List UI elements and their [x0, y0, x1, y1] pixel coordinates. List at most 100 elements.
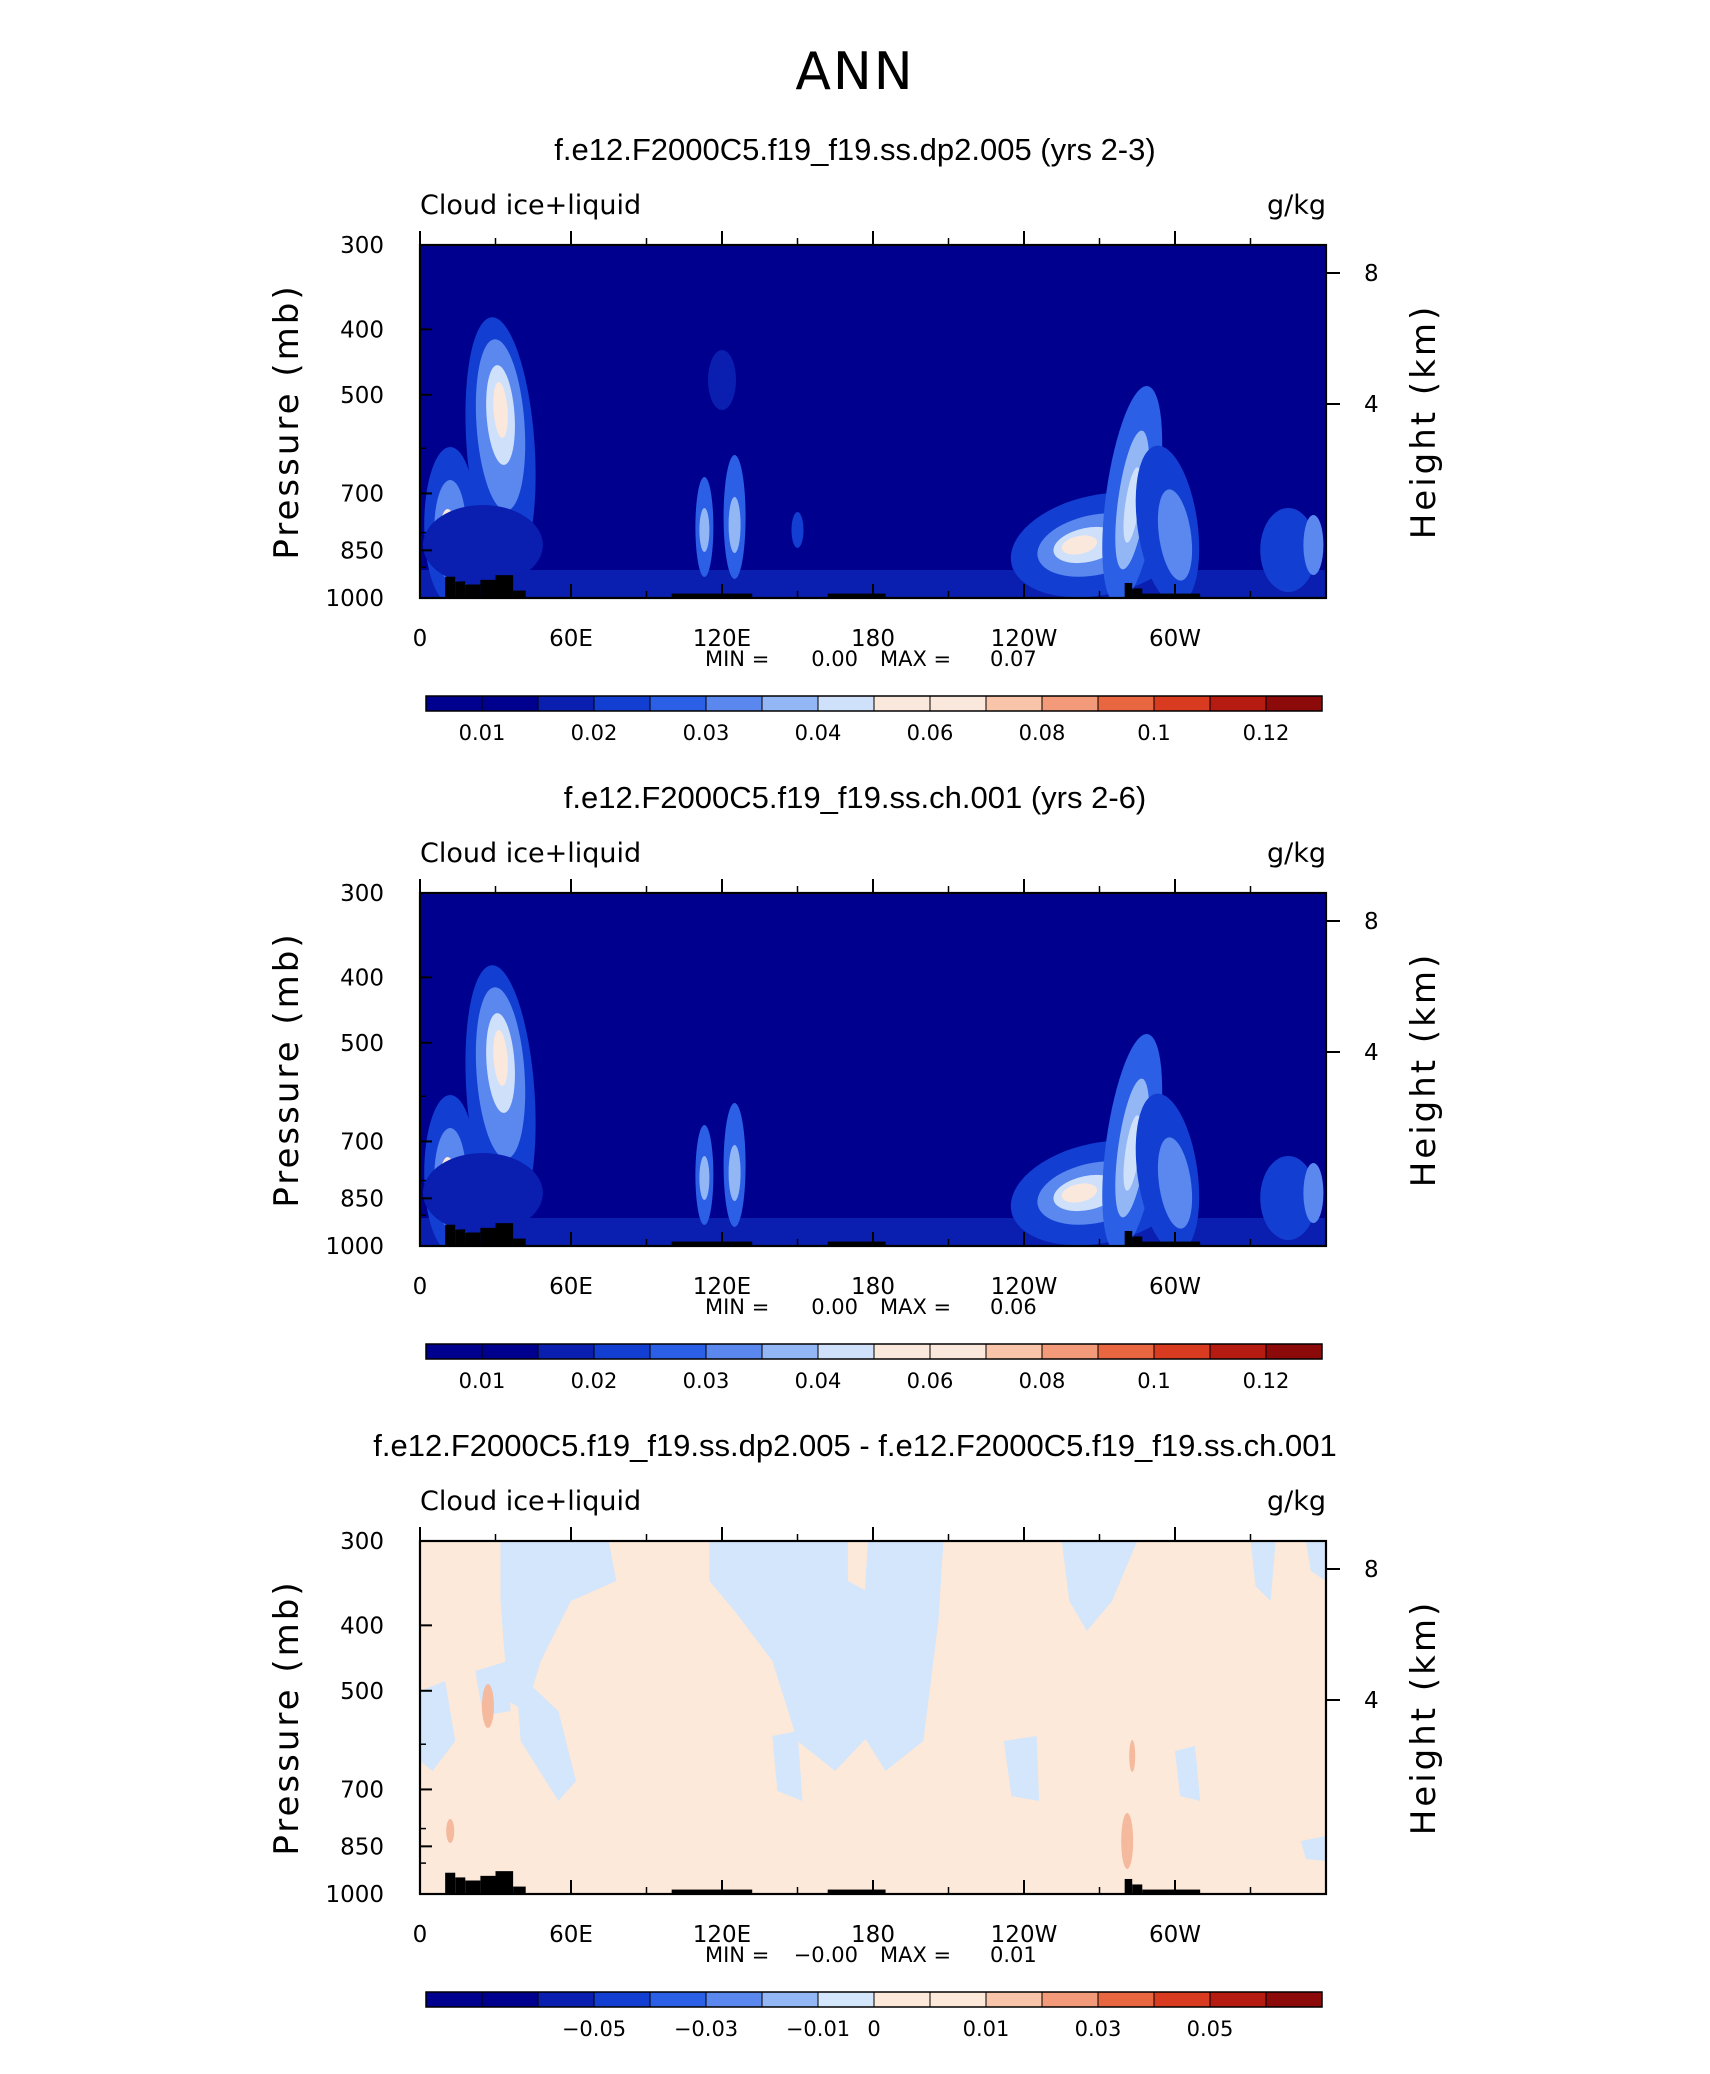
- y-tick-label: 400: [340, 1613, 384, 1639]
- colorbar-box: [985, 695, 1043, 712]
- colorbar-box: [817, 1343, 875, 1360]
- topography-block: [445, 1224, 456, 1246]
- y-tick-label: 700: [340, 1777, 384, 1803]
- colorbar-box: [1209, 695, 1267, 712]
- contour-blob: [728, 497, 741, 553]
- x-tick-label: 60W: [1149, 1922, 1201, 1948]
- max-value: 0.07: [990, 647, 1037, 671]
- y-tick-label: 700: [340, 481, 384, 507]
- colorbar-box: [425, 1991, 483, 2008]
- x-tick-label: 120W: [991, 1274, 1058, 1300]
- colorbar-label: 0.08: [1019, 721, 1066, 745]
- contour-blob: [791, 512, 804, 548]
- colorbar-box: [537, 695, 595, 712]
- colorbar-box: [649, 1343, 707, 1360]
- topography-block: [495, 1223, 514, 1246]
- topography-block: [1142, 593, 1201, 598]
- figure-title: ANN: [795, 42, 915, 102]
- contour-field: [420, 1541, 1326, 1894]
- colorbar-label: 0.01: [963, 2017, 1010, 2041]
- y2-axis-title: Height (km): [1404, 1600, 1444, 1836]
- x-tick-label: 60W: [1149, 626, 1201, 652]
- y2-tick-label: 8: [1364, 909, 1379, 935]
- contour-region: [772, 1731, 803, 1801]
- colorbar-box: [761, 1343, 819, 1360]
- x-tick-label: 120W: [991, 1922, 1058, 1948]
- contour-region: [420, 1681, 456, 1771]
- contour-blob: [1303, 515, 1324, 575]
- contour-blob: [1061, 535, 1098, 555]
- contour-blob: [728, 1145, 741, 1201]
- topography-block: [671, 1889, 753, 1894]
- topography-block: [671, 1241, 753, 1246]
- contour-blob: [1303, 1163, 1324, 1223]
- colorbar-box: [425, 695, 483, 712]
- topography-block: [827, 1889, 886, 1894]
- max-label: MAX =: [880, 1943, 951, 1967]
- colorbar-box: [1209, 1343, 1267, 1360]
- min-value: −0.00: [794, 1943, 858, 1967]
- colorbar: [425, 1991, 1323, 2008]
- colorbar-label: 0.02: [571, 721, 618, 745]
- y-tick-label: 500: [340, 1679, 384, 1705]
- y-tick-label: 1000: [325, 586, 384, 612]
- contour-region: [847, 1541, 944, 1771]
- topography-block: [465, 584, 481, 598]
- colorbar-label: 0.12: [1243, 721, 1290, 745]
- topography-mask: [445, 575, 1201, 598]
- x-tick-label: 120W: [991, 626, 1058, 652]
- colorbar-frame: [425, 695, 1323, 712]
- contour-region: [1300, 1836, 1326, 1861]
- colorbar-box: [929, 1991, 987, 2008]
- colorbar-box: [873, 695, 931, 712]
- contour-region: [1003, 1736, 1040, 1801]
- contour-region: [515, 1671, 577, 1801]
- colorbar-box: [705, 1991, 763, 2008]
- topography-block: [1142, 1889, 1201, 1894]
- y2-tick-label: 4: [1364, 392, 1379, 418]
- topography-block: [455, 1877, 466, 1894]
- colorbar-box: [1041, 1343, 1099, 1360]
- colorbar-box: [537, 1343, 595, 1360]
- min-value: 0.00: [811, 647, 858, 671]
- contour-blob: [493, 382, 508, 438]
- y2-tick-label: 8: [1364, 261, 1379, 287]
- colorbar-box: [817, 695, 875, 712]
- topography-block: [513, 1238, 526, 1246]
- y-tick-label: 300: [340, 1529, 384, 1555]
- colorbar-label: 0.08: [1019, 1369, 1066, 1393]
- topography-block: [513, 590, 526, 598]
- colorbar-box: [1153, 695, 1211, 712]
- topography-block: [1124, 582, 1133, 598]
- contour-blob: [1061, 1183, 1098, 1203]
- x-tick-label: 180: [851, 1274, 895, 1300]
- colorbar-box: [929, 1343, 987, 1360]
- y2-tick-label: 4: [1364, 1040, 1379, 1066]
- topography-block: [827, 593, 886, 598]
- colorbar-box: [1097, 1343, 1155, 1360]
- topography-block: [1124, 1878, 1133, 1894]
- colorbar-label: −0.01: [786, 2017, 850, 2041]
- panel-1-title: f.e12.F2000C5.f19_f19.ss.dp2.005 (yrs 2-…: [554, 132, 1156, 167]
- colorbar-box: [1097, 1991, 1155, 2008]
- topography-block: [465, 1232, 481, 1246]
- topography-block: [1132, 1884, 1143, 1894]
- topography-block: [1124, 1230, 1133, 1246]
- colorbar-frame: [425, 1343, 1323, 1360]
- y2-axis-title: Height (km): [1404, 952, 1444, 1188]
- contour-blob: [708, 350, 736, 410]
- y2-tick-label: 4: [1364, 1688, 1379, 1714]
- colorbar-label: −0.05: [562, 2017, 626, 2041]
- colorbar-label: 0.03: [683, 721, 730, 745]
- y-tick-label: 850: [340, 538, 384, 564]
- min-label: MIN =: [705, 1295, 769, 1319]
- topography-block: [1132, 588, 1143, 598]
- colorbar-box: [1041, 1991, 1099, 2008]
- colorbar-box: [593, 695, 651, 712]
- contour-region: [1061, 1541, 1138, 1631]
- y-axis-title: Pressure (mb): [267, 1579, 307, 1855]
- colorbar-box: [873, 1991, 931, 2008]
- contour-blob: [1260, 1156, 1317, 1240]
- contour-blob: [1129, 1740, 1136, 1772]
- colorbar-box: [1153, 1991, 1211, 2008]
